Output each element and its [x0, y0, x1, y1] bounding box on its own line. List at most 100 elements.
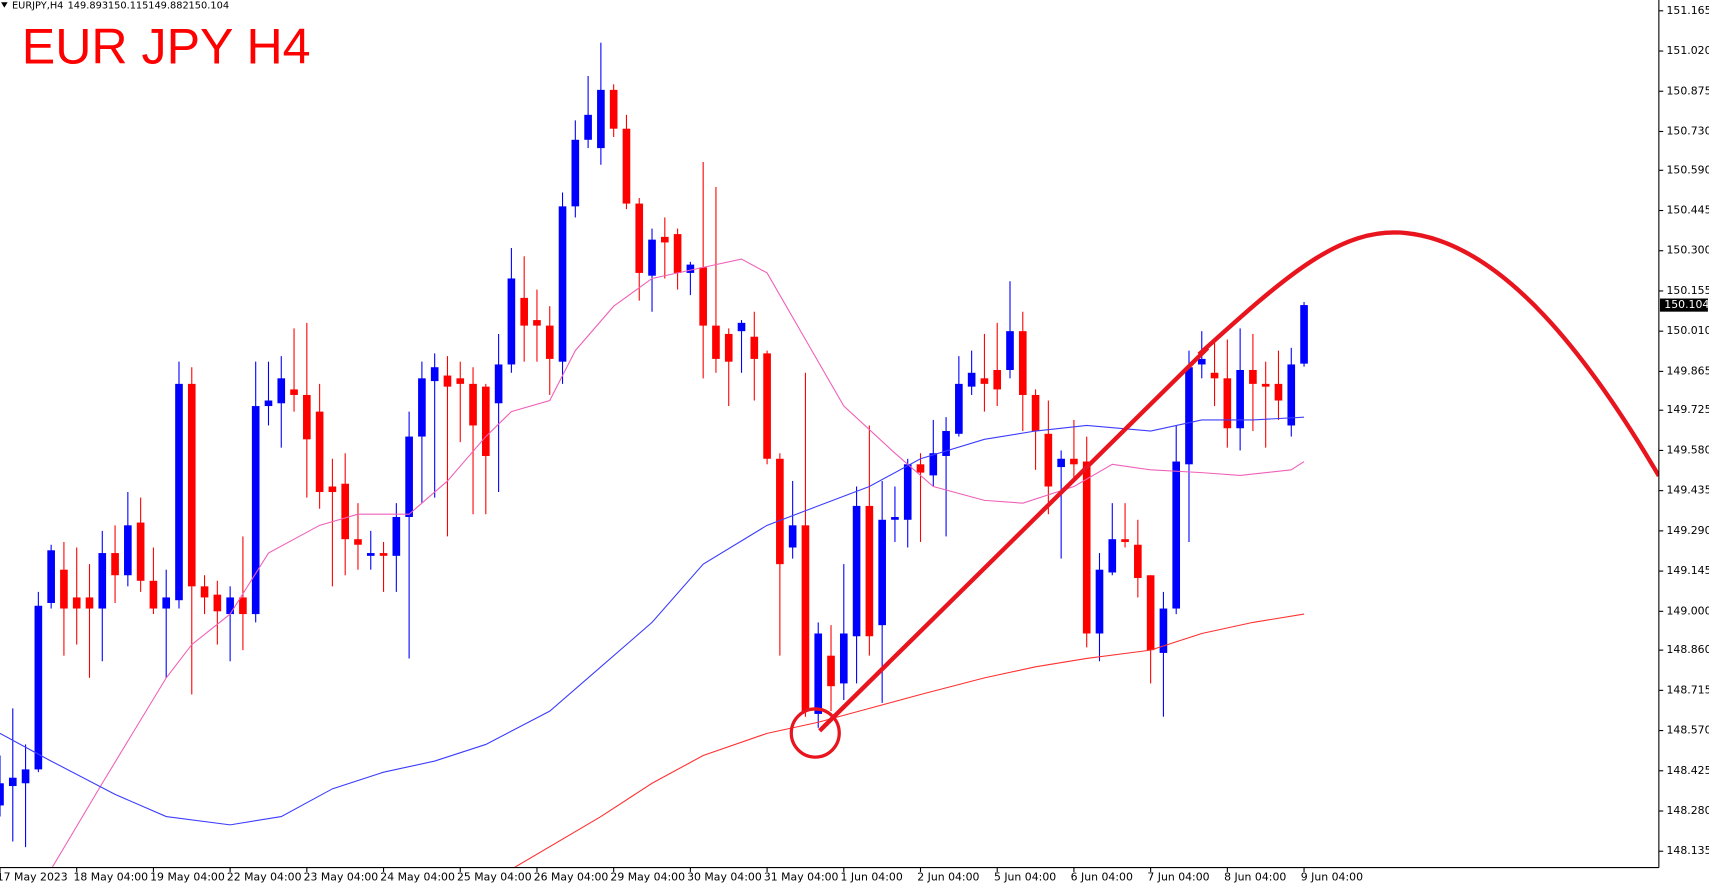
y-tick-label: 151.165 — [1666, 4, 1709, 17]
candle-body — [1095, 569, 1104, 634]
symbol: EURJPY,H4 — [12, 0, 63, 11]
candle-body — [520, 297, 528, 326]
candle-body — [955, 383, 963, 434]
x-tick-label: 24 May 04:00 — [380, 870, 455, 883]
annotations — [789, 230, 1659, 759]
candle-body — [251, 406, 260, 615]
candle-body — [111, 553, 119, 576]
candle-body — [328, 486, 337, 493]
header-close: 150.104 — [189, 0, 230, 11]
candle-body — [405, 436, 413, 518]
candle-body — [699, 267, 707, 326]
candle-body — [379, 553, 388, 556]
candle-body — [34, 605, 43, 770]
candle-body — [303, 394, 311, 440]
price-label: 150.104 — [1664, 298, 1709, 311]
y-tick-label: 150.730 — [1666, 124, 1709, 137]
candle-body — [1223, 378, 1232, 429]
candle-body — [993, 370, 1002, 390]
candle-body — [1261, 383, 1270, 387]
y-tick-label: 149.290 — [1666, 524, 1709, 537]
candle-body — [354, 539, 362, 545]
candle-body — [724, 333, 733, 362]
candle-body — [72, 597, 81, 609]
candle-body — [1274, 383, 1283, 401]
x-tick-label: 17 May 2023 — [0, 870, 68, 883]
candle-body — [827, 655, 835, 687]
candle-body — [788, 525, 797, 548]
candle-body — [1070, 458, 1078, 465]
candle-body — [750, 336, 759, 359]
trend-line — [818, 346, 1210, 733]
candle-body — [648, 239, 656, 276]
candle-body — [494, 364, 503, 404]
candle-body — [430, 367, 439, 382]
candle-body — [558, 206, 567, 362]
y-tick-label: 148.570 — [1666, 724, 1709, 737]
candle-body — [162, 597, 171, 609]
x-tick-label: 30 May 04:00 — [687, 870, 762, 883]
candle-body — [673, 234, 682, 273]
plot-area — [0, 42, 1308, 868]
y-tick-label: 150.300 — [1666, 244, 1709, 257]
candle-body — [545, 325, 554, 359]
candle-body — [366, 553, 375, 556]
candle-body — [1172, 461, 1181, 609]
candle-body — [341, 483, 350, 540]
x-tick-label: 26 May 04:00 — [534, 870, 609, 883]
x-tick-label: 18 May 04:00 — [73, 870, 148, 883]
candle-body — [1018, 331, 1027, 395]
moving-average — [0, 416, 1305, 826]
candle-body — [916, 464, 925, 473]
candle-body — [622, 128, 631, 204]
candle-body — [980, 378, 989, 384]
candle-body — [1006, 331, 1014, 371]
candle-body — [942, 431, 950, 456]
candle-body — [1249, 370, 1257, 384]
x-tick-label: 7 Jun 04:00 — [1147, 870, 1209, 883]
y-tick-label: 150.590 — [1666, 163, 1709, 176]
candle-body — [763, 353, 771, 459]
moving-average — [513, 613, 1305, 868]
price-box — [1659, 298, 1708, 312]
candle-body — [136, 522, 145, 581]
candle-body — [891, 517, 899, 520]
candle-body — [1287, 364, 1296, 426]
highlight-circle — [789, 707, 841, 759]
y-tick-label: 148.715 — [1666, 683, 1709, 696]
candle-body — [456, 378, 465, 384]
menu-arrow — [1, 2, 8, 8]
candle-body — [801, 525, 810, 712]
candle-body — [124, 525, 132, 576]
candle-body — [571, 139, 580, 207]
candle-body — [1108, 539, 1117, 573]
candle-body — [1082, 461, 1091, 634]
y-tick-label: 148.280 — [1666, 804, 1709, 817]
y-tick-label: 149.145 — [1666, 564, 1709, 577]
candle-body — [852, 505, 861, 637]
candle-body — [98, 553, 107, 609]
candle-body — [277, 378, 286, 404]
candle-body — [865, 505, 874, 637]
candle-body — [443, 375, 452, 387]
candle-body — [187, 383, 196, 587]
candle-body — [418, 378, 426, 437]
candle-body — [1134, 544, 1142, 579]
y-tick-label: 148.860 — [1666, 643, 1709, 656]
candle-body — [507, 278, 516, 365]
candle-body — [839, 633, 848, 684]
candle-body — [1197, 358, 1206, 365]
x-tick-label: 23 May 04:00 — [304, 870, 379, 883]
candle-body — [1044, 433, 1053, 487]
candle-body — [1159, 608, 1168, 653]
x-tick-label: 1 Jun 04:00 — [841, 870, 903, 883]
x-tick-label: 9 Jun 04:00 — [1301, 870, 1363, 883]
header-open: 149.893 — [68, 0, 109, 11]
y-tick-label: 148.425 — [1666, 764, 1709, 777]
candle-body — [213, 594, 222, 612]
y-tick-label: 150.010 — [1666, 324, 1709, 337]
y-tick-label: 149.580 — [1666, 443, 1709, 456]
y-tick-label: 149.000 — [1666, 604, 1709, 617]
